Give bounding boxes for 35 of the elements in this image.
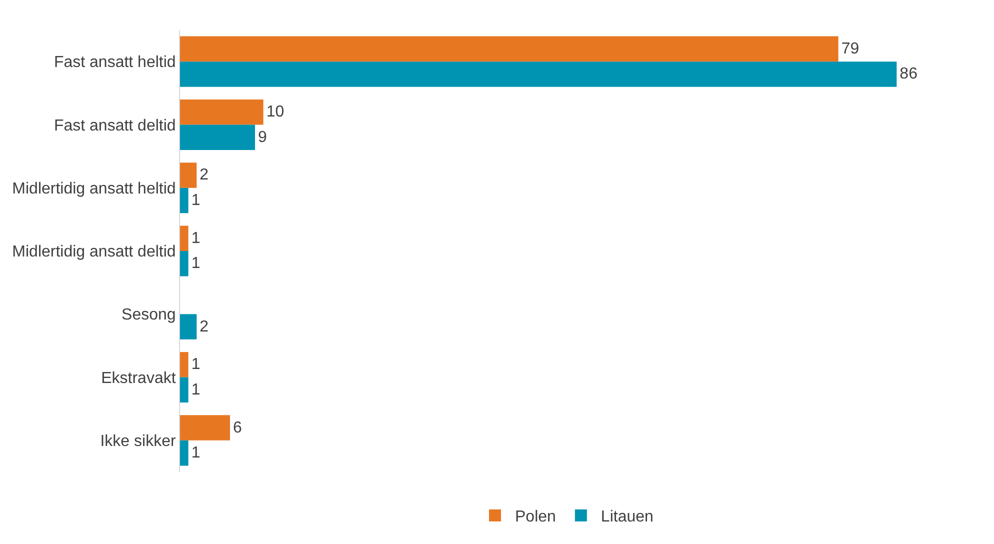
data-label: 86	[900, 66, 918, 83]
legend-label: Polen	[515, 508, 556, 526]
data-label: 1	[191, 444, 200, 462]
bar	[180, 352, 188, 378]
y-tick-label: Fast ansatt heltid	[54, 54, 176, 72]
bar	[180, 226, 188, 251]
data-label: 1	[191, 192, 200, 209]
bar	[180, 162, 197, 188]
bar	[180, 440, 188, 466]
data-label: 79	[841, 40, 860, 58]
data-label: 9	[258, 128, 267, 146]
data-label: 1	[191, 381, 200, 398]
y-tick-label: Sesong	[122, 306, 176, 324]
data-label: 6	[233, 419, 242, 436]
y-tick-label: Midlertidig ansatt heltid	[12, 180, 176, 198]
bar	[180, 251, 188, 276]
bar	[180, 314, 197, 340]
data-label: 10	[266, 104, 284, 121]
data-label: 2	[200, 166, 209, 184]
bar	[180, 124, 255, 150]
bar	[180, 99, 264, 125]
bar	[180, 36, 838, 62]
bar	[180, 415, 230, 440]
bar	[180, 188, 188, 214]
legend-label: Litauen	[600, 508, 654, 526]
data-label: 2	[200, 318, 209, 336]
bar	[180, 62, 897, 87]
bar	[180, 377, 188, 403]
data-label: 1	[191, 356, 200, 374]
y-tick-label: Fast ansatt deltid	[54, 117, 176, 134]
y-tick-label: Ikke sikker	[100, 433, 176, 450]
y-tick-label: Ekstravakt	[101, 370, 176, 387]
data-label: 1	[191, 230, 200, 247]
y-tick-label: Midlertidig ansatt deltid	[12, 244, 176, 261]
data-label: 1	[191, 255, 200, 272]
